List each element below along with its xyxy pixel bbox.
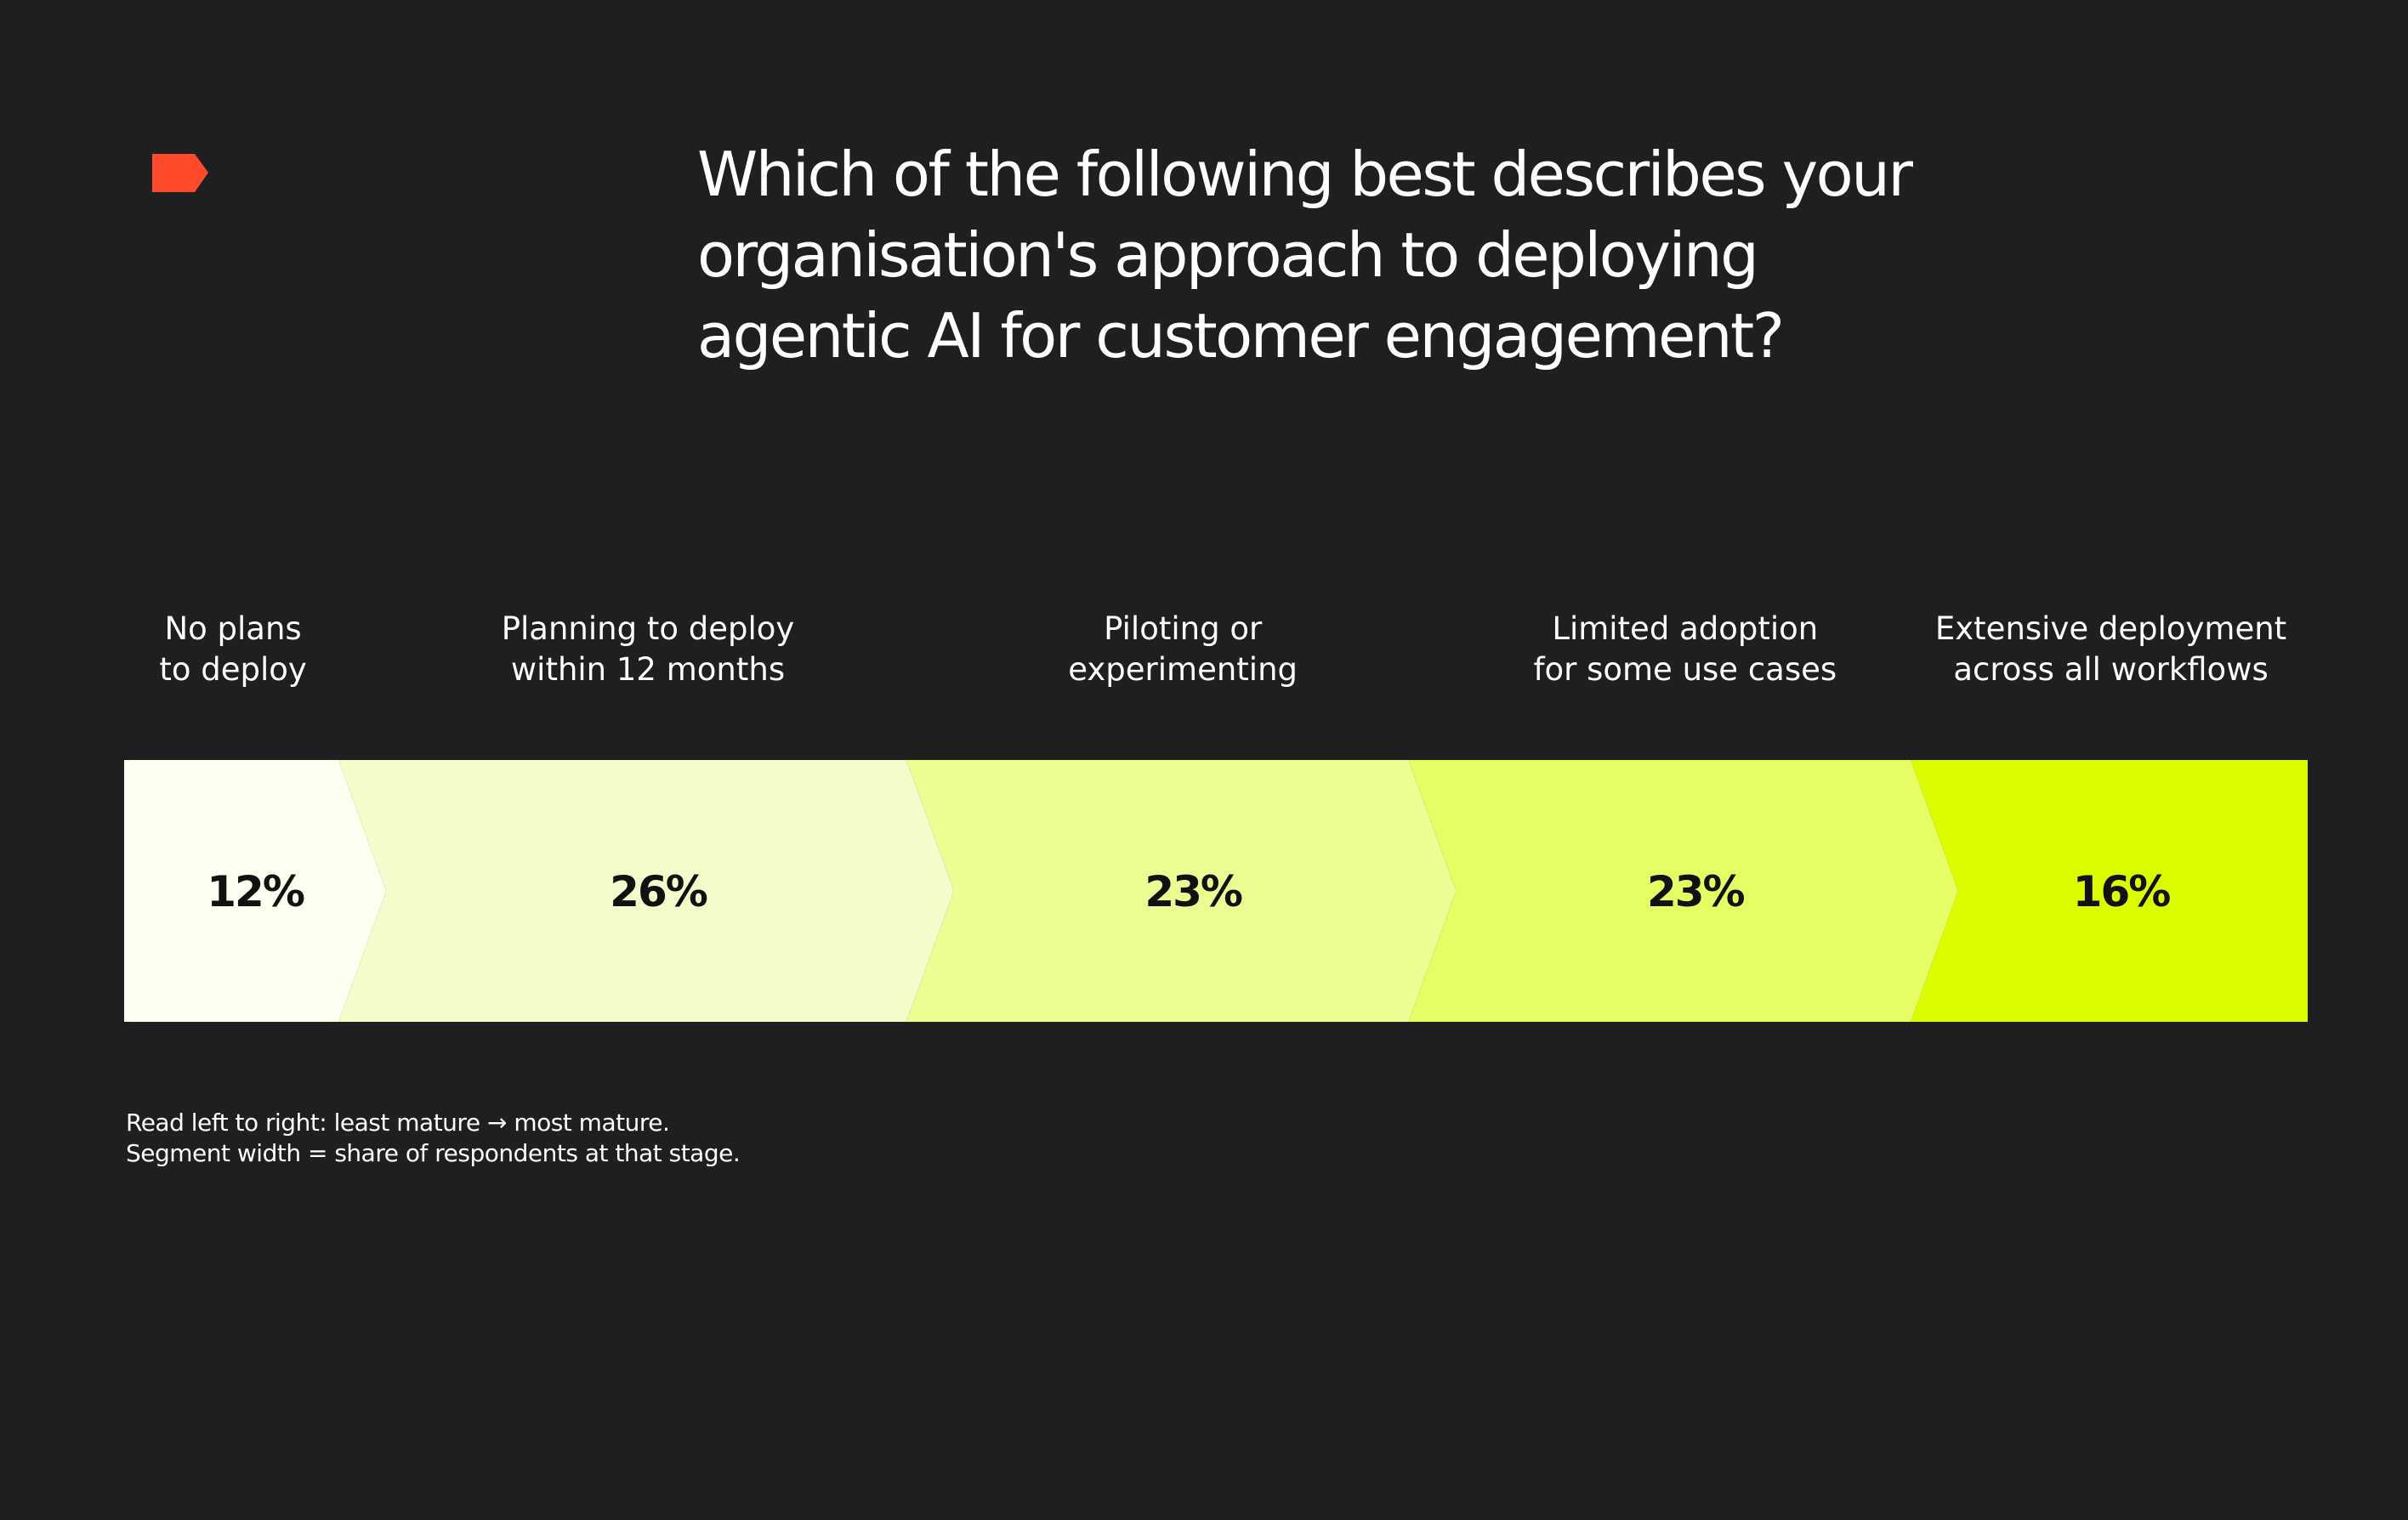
funnel-value-label: 16% bbox=[2073, 867, 2171, 916]
stage-label: Planning to deploy within 12 months bbox=[502, 609, 795, 690]
chart-title-line: agentic AI for customer engagement? bbox=[697, 300, 1785, 371]
stage-label: Piloting or experimenting bbox=[1068, 609, 1298, 690]
funnel-segment bbox=[338, 760, 954, 1022]
funnel-segment bbox=[906, 760, 1457, 1022]
stage-label-line: Planning to deploy bbox=[501, 610, 795, 647]
stage-label-line: No plans bbox=[164, 610, 302, 647]
funnel-value-label: 26% bbox=[610, 867, 707, 916]
stage-label-line: Limited adoption bbox=[1552, 610, 1819, 647]
funnel-value-label: 23% bbox=[1647, 867, 1745, 916]
stage-label: No plans to deploy bbox=[159, 609, 306, 690]
stage-label: Limited adoption for some use cases bbox=[1533, 609, 1837, 690]
stage-label-line: Piloting or bbox=[1104, 610, 1263, 647]
chart-title-line: Which of the following best describes yo… bbox=[697, 139, 1913, 210]
funnel-value-label: 12% bbox=[207, 867, 304, 916]
funnel-value-label: 23% bbox=[1144, 867, 1242, 916]
funnel-segment bbox=[124, 760, 387, 1022]
stage-label-line: experimenting bbox=[1068, 651, 1298, 688]
footnote-line-reading-direction: Read left to right: least mature → most … bbox=[126, 1109, 670, 1137]
stage-label-line: for some use cases bbox=[1533, 651, 1837, 688]
funnel-segment bbox=[1911, 760, 2308, 1022]
funnel-segment bbox=[1408, 760, 1959, 1022]
stage-label-line: within 12 months bbox=[510, 651, 786, 688]
chart-title: Which of the following best describes yo… bbox=[697, 134, 2143, 377]
chart-title-line: organisation's approach to deploying bbox=[697, 219, 1759, 291]
brand-flag-logo-icon bbox=[152, 154, 208, 192]
stage-label-line: to deploy bbox=[159, 651, 307, 688]
stage-label-line: Extensive deployment bbox=[1934, 610, 2287, 647]
chart-footnote: Read left to right: least mature → most … bbox=[126, 1108, 741, 1169]
footnote-line-segment-width: Segment width = share of respondents at … bbox=[126, 1139, 741, 1167]
stage-label: Extensive deployment across all workflows bbox=[1935, 609, 2286, 690]
stage-label-line: across all workflows bbox=[1953, 651, 2269, 688]
